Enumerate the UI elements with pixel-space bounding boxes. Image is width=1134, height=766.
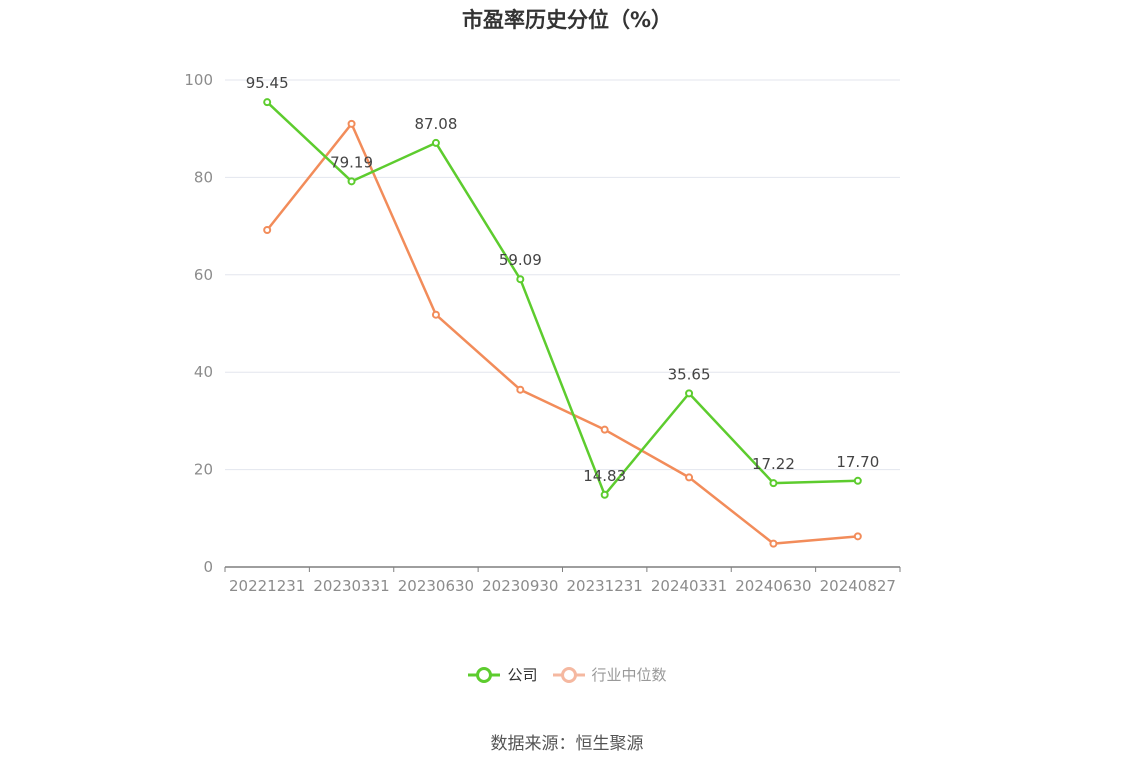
series-1-point [347, 119, 356, 128]
x-tick-label: 20230630 [398, 577, 474, 595]
data-label: 35.65 [668, 365, 711, 383]
legend-item-industry-median[interactable]: 行业中位数 [552, 664, 667, 685]
series-0-point [347, 177, 356, 186]
x-tick-label: 20240827 [820, 577, 896, 595]
series-0-point [853, 476, 862, 485]
y-tick-label: 80 [194, 168, 213, 186]
series-1-point [263, 225, 272, 234]
chart-title: 市盈率历史分位（%） [461, 8, 673, 32]
data-label: 17.22 [752, 455, 795, 473]
series-line-1 [266, 122, 858, 545]
series-1-point [853, 532, 862, 541]
legend-company-label: 公司 [507, 666, 538, 684]
x-tick-label: 20230331 [313, 577, 389, 595]
series-1-point [600, 425, 609, 434]
series-line-0 [266, 101, 858, 497]
data-source: 数据来源：恒生聚源 [490, 734, 644, 754]
data-label: 95.45 [246, 74, 289, 92]
data-label: 59.09 [499, 251, 542, 269]
x-tick-label: 20230930 [482, 577, 558, 595]
series-1-point [769, 539, 778, 548]
y-tick-label: 0 [203, 558, 213, 576]
legend-industry-label: 行业中位数 [591, 666, 667, 684]
series-0-point [263, 98, 272, 107]
x-tick-label: 20231231 [567, 577, 643, 595]
legend: 公司 行业中位数 [0, 664, 1134, 685]
series-0-point [685, 389, 694, 398]
series-1-point [516, 385, 525, 394]
series-lines [263, 98, 862, 548]
legend-company-icon [468, 666, 501, 683]
series-0-point [516, 275, 525, 284]
data-label: 87.08 [414, 115, 457, 133]
data-label: 17.70 [836, 453, 879, 471]
legend-industry-icon [552, 666, 585, 683]
x-tick-label: 20240331 [651, 577, 727, 595]
series-0-point [769, 479, 778, 488]
series-0-point [431, 138, 440, 147]
x-tick-label: 20221231 [229, 577, 305, 595]
y-tick-label: 100 [184, 71, 213, 89]
series-1-point [431, 310, 440, 319]
y-tick-label: 60 [194, 266, 213, 284]
x-tick-label: 20240630 [735, 577, 811, 595]
data-label: 79.19 [330, 153, 373, 171]
data-labels: 95.45 79.19 87.08 59.09 14.83 35.65 17.22 17.70 [246, 74, 880, 485]
data-label: 14.83 [583, 467, 626, 485]
grid-lines [225, 79, 900, 471]
legend-item-company[interactable]: 公司 [467, 664, 538, 685]
axes: 0 20 40 60 80 100 20221231 20230331 20230630 2023… [184, 71, 901, 595]
y-tick-label: 20 [194, 461, 213, 479]
series-0-point [600, 490, 609, 499]
line-chart: 0 20 40 60 80 100 20221231 20230331 20230630 2023… [184, 71, 901, 595]
y-tick-label: 40 [194, 363, 213, 381]
series-1-point [685, 473, 694, 482]
